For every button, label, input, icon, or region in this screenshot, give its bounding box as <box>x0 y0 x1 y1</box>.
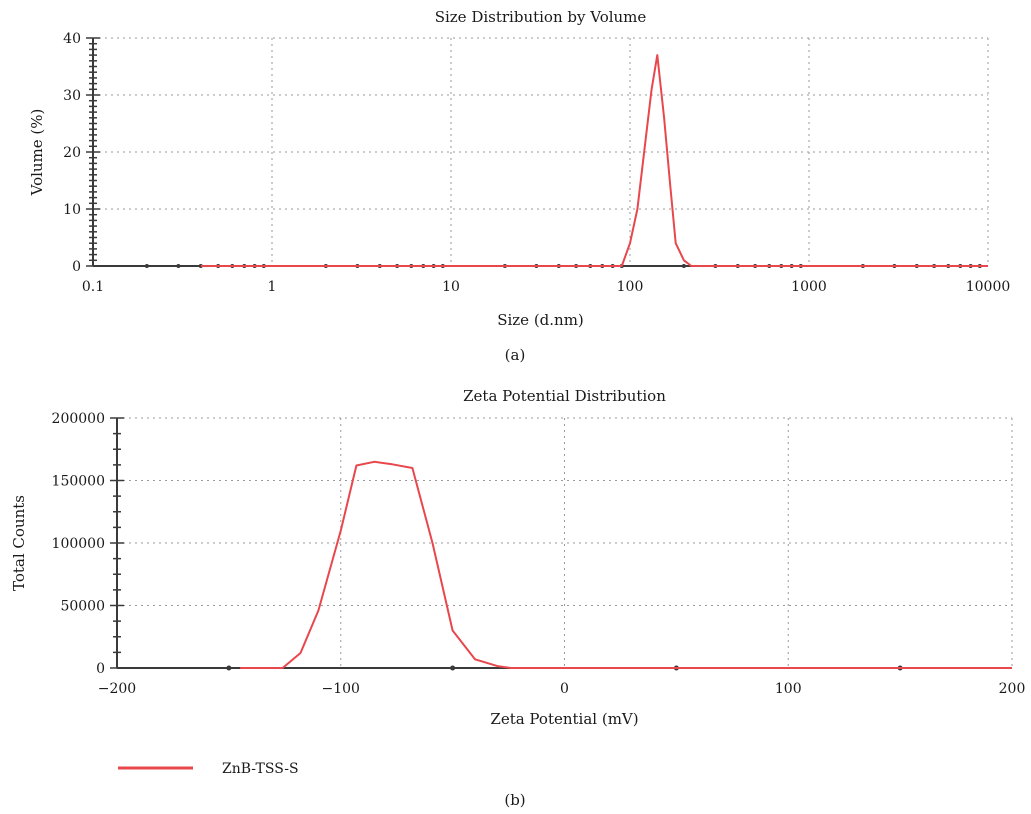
chart-title: Zeta Potential Distribution <box>463 387 666 405</box>
y-tick-label: 40 <box>63 31 81 47</box>
y-tick-label: 10 <box>63 202 81 218</box>
y-tick-label: 100000 <box>52 536 105 552</box>
y-tick-label: 50000 <box>60 599 105 615</box>
panel-label: (b) <box>504 791 525 809</box>
x-tick-label: −200 <box>98 681 136 697</box>
series-line <box>240 460 1012 669</box>
y-tick-label: 0 <box>72 259 81 275</box>
x-minor-tick <box>681 264 686 268</box>
x-tick-label: 1000 <box>791 279 827 295</box>
y-axis-label: Volume (%) <box>28 109 46 197</box>
x-tick-label: 0.1 <box>82 279 104 295</box>
panel-label: (a) <box>505 346 526 364</box>
x-axis-label: Zeta Potential (mV) <box>490 710 638 728</box>
x-tick-label: 10 <box>442 279 460 295</box>
x-minor-tick <box>226 665 232 671</box>
legend-label: ZnB-TSS-S <box>222 761 299 777</box>
x-tick-label: 0 <box>560 681 569 697</box>
x-tick-label: 100 <box>617 279 644 295</box>
x-tick-label: 100 <box>775 681 802 697</box>
x-minor-tick <box>450 665 456 671</box>
y-tick-label: 150000 <box>52 474 105 490</box>
chart-b: Zeta Potential Distribution −200 −100 0 100 2… <box>10 387 1025 809</box>
x-minor-tick <box>176 264 181 268</box>
y-tick-label: 20 <box>63 145 81 161</box>
series-line <box>200 54 988 267</box>
x-minor-tick <box>144 264 149 268</box>
legend: ZnB-TSS-S <box>118 761 299 777</box>
y-tick-label: 30 <box>63 88 81 104</box>
x-tick-label: 200 <box>999 681 1026 697</box>
y-tick-label: 200000 <box>52 411 105 427</box>
x-tick-label: 1 <box>268 279 277 295</box>
y-tick-label: 0 <box>96 661 105 677</box>
x-axis-label: Size (d.nm) <box>497 311 584 329</box>
x-tick-label: −100 <box>322 681 360 697</box>
chart-title: Size Distribution by Volume <box>435 8 647 26</box>
y-axis-label: Total Counts <box>10 495 28 591</box>
x-tick-label: 10000 <box>966 279 1011 295</box>
